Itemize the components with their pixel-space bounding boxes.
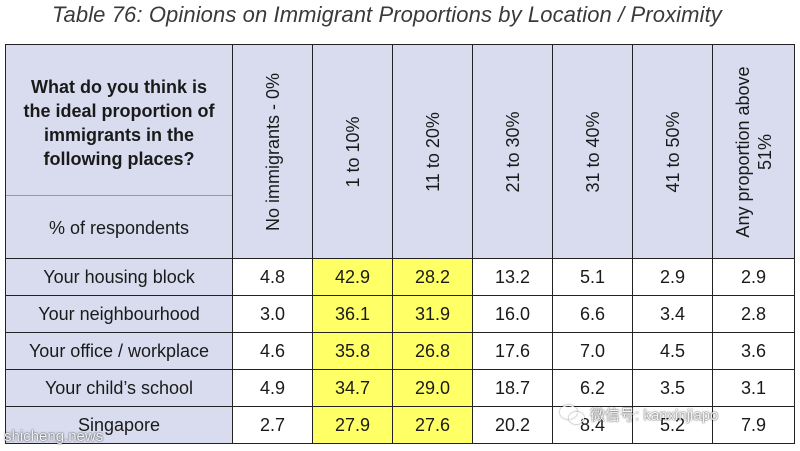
value-cell: 3.0 xyxy=(232,295,313,333)
column-header-label: Any proportion above 51% xyxy=(732,65,775,238)
value-cell: 18.7 xyxy=(472,369,553,407)
column-header-label: 21 to 30% xyxy=(502,110,523,193)
value-cell-highlighted: 36.1 xyxy=(312,295,393,333)
question-line: the ideal proportion of xyxy=(23,101,215,121)
value-cell: 2.8 xyxy=(712,295,795,333)
question-line: following places? xyxy=(43,149,195,169)
value-cell: 7.0 xyxy=(552,332,633,370)
site-watermark: shicheng.news xyxy=(4,428,104,445)
value-cell: 7.9 xyxy=(712,406,795,444)
header-row: What do you think is the ideal proportio… xyxy=(5,44,795,259)
table-row: Your neighbourhood 3.0 36.1 31.9 16.0 6.… xyxy=(5,295,795,333)
value-cell: 13.2 xyxy=(472,258,553,296)
question-cell: What do you think is the ideal proportio… xyxy=(5,44,233,259)
value-cell: 16.0 xyxy=(472,295,553,333)
wechat-watermark: 微信号: kanxinjiapo xyxy=(560,404,718,425)
column-header: Any proportion above 51% xyxy=(712,44,795,259)
row-label: Your office / workplace xyxy=(5,332,233,370)
value-cell: 3.6 xyxy=(712,332,795,370)
value-cell: 17.6 xyxy=(472,332,553,370)
value-cell: 2.9 xyxy=(712,258,795,296)
value-cell: 4.8 xyxy=(232,258,313,296)
column-header: 41 to 50% xyxy=(632,44,713,259)
value-cell: 5.1 xyxy=(552,258,633,296)
respondents-label: % of respondents xyxy=(48,218,190,238)
table-row: Your housing block 4.8 42.9 28.2 13.2 5.… xyxy=(5,258,795,296)
value-cell: 4.9 xyxy=(232,369,313,407)
question-divider xyxy=(6,195,232,196)
table-row: Your office / workplace 4.6 35.8 26.8 17… xyxy=(5,332,795,370)
value-cell-highlighted: 28.2 xyxy=(392,258,473,296)
question-line: immigrants in the xyxy=(43,125,195,145)
value-cell: 3.4 xyxy=(632,295,713,333)
value-cell-highlighted: 27.9 xyxy=(312,406,393,444)
column-header: 31 to 40% xyxy=(552,44,633,259)
value-cell: 6.6 xyxy=(552,295,633,333)
question-text: What do you think is the ideal proportio… xyxy=(6,75,232,171)
value-cell-highlighted: 35.8 xyxy=(312,332,393,370)
wechat-icon xyxy=(560,404,584,425)
question-line: What do you think is xyxy=(31,77,207,97)
column-header: No immigrants - 0% xyxy=(232,44,313,259)
value-cell: 5.2 xyxy=(632,406,713,444)
value-cell-highlighted: 34.7 xyxy=(312,369,393,407)
value-cell: 6.2 xyxy=(552,369,633,407)
column-header-label: 31 to 40% xyxy=(582,110,603,193)
row-label: Your neighbourhood xyxy=(5,295,233,333)
row-label: Your housing block xyxy=(5,258,233,296)
value-cell: 2.7 xyxy=(232,406,313,444)
column-header-label: No immigrants - 0% xyxy=(262,72,283,231)
value-cell: 2.9 xyxy=(632,258,713,296)
value-cell-highlighted: 42.9 xyxy=(312,258,393,296)
value-cell-highlighted: 31.9 xyxy=(392,295,473,333)
value-cell: 4.6 xyxy=(232,332,313,370)
opinion-table: What do you think is the ideal proportio… xyxy=(5,44,795,444)
value-cell: 3.1 xyxy=(712,369,795,407)
value-cell: 20.2 xyxy=(472,406,553,444)
row-label: Singapore xyxy=(5,406,233,444)
column-header: 1 to 10% xyxy=(312,44,393,259)
column-header-label: 11 to 20% xyxy=(422,111,443,192)
column-header: 11 to 20% xyxy=(392,44,473,259)
value-cell-highlighted: 27.6 xyxy=(392,406,473,444)
column-header: 21 to 30% xyxy=(472,44,553,259)
row-label: Your child’s school xyxy=(5,369,233,407)
wechat-watermark-text: 微信号: kanxinjiapo xyxy=(590,407,719,424)
value-cell-highlighted: 29.0 xyxy=(392,369,473,407)
table-title: Table 76: Opinions on Immigrant Proporti… xyxy=(52,2,722,27)
table-row: Your child’s school 4.9 34.7 29.0 18.7 6… xyxy=(5,369,795,407)
column-header-label: 41 to 50% xyxy=(662,110,683,193)
value-cell: 4.5 xyxy=(632,332,713,370)
value-cell: 3.5 xyxy=(632,369,713,407)
column-header-label: 1 to 10% xyxy=(342,115,363,188)
value-cell-highlighted: 26.8 xyxy=(392,332,473,370)
table-row: Singapore 2.7 27.9 27.6 20.2 8.4 5.2 7.9 xyxy=(5,406,795,444)
